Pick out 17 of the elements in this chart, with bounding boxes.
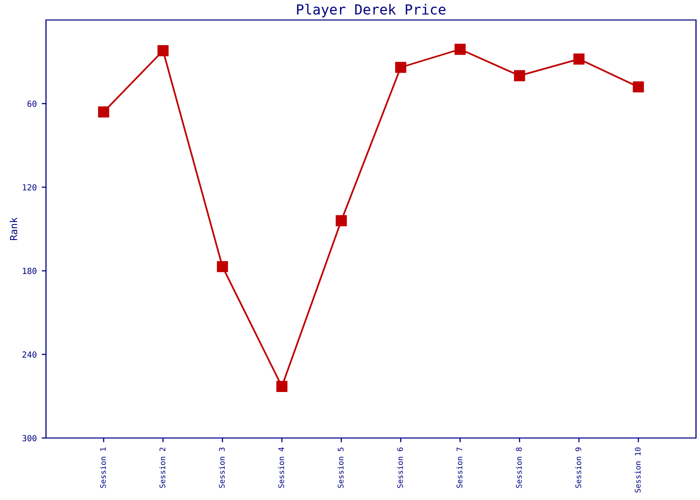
point bbox=[395, 62, 406, 73]
point bbox=[632, 81, 644, 92]
point bbox=[514, 70, 526, 82]
point bbox=[98, 106, 110, 118]
point bbox=[573, 53, 585, 65]
y-tick-label: 180 bbox=[22, 268, 36, 274]
y-tick-label: 60 bbox=[27, 100, 36, 107]
chart-title: Player Derek Price bbox=[297, 4, 446, 18]
point bbox=[336, 215, 347, 226]
y-tick-label: 300 bbox=[22, 435, 36, 442]
point bbox=[157, 45, 169, 56]
y-tick-label: 120 bbox=[22, 184, 36, 191]
y-tick-label: 240 bbox=[22, 351, 36, 358]
y-axis-title: Rank bbox=[10, 217, 18, 240]
point bbox=[216, 261, 228, 272]
point bbox=[276, 380, 288, 392]
point bbox=[454, 44, 466, 55]
